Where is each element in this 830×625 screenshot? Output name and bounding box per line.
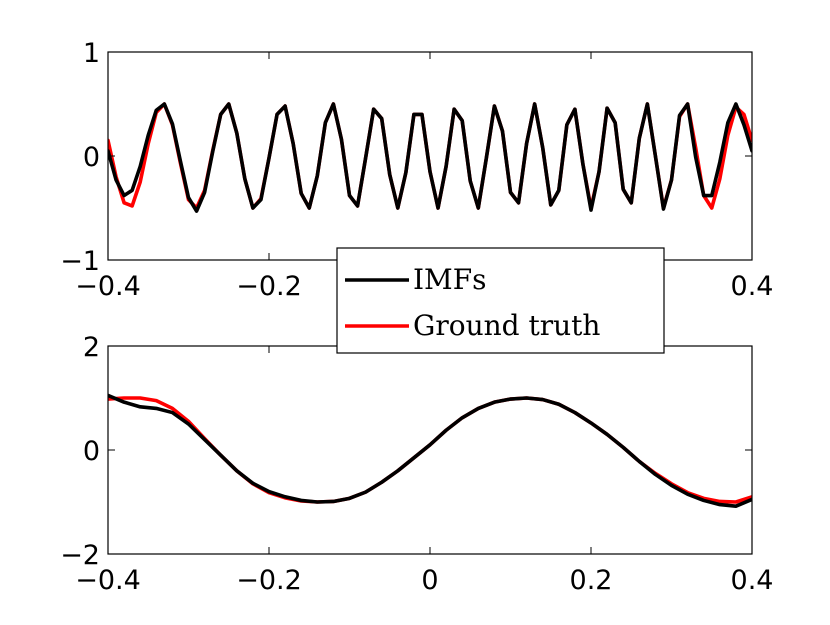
y-tick-label: 0	[83, 142, 100, 173]
y-tick-label: −1	[60, 246, 100, 277]
x-tick-label: 0.4	[731, 271, 774, 302]
x-tick-label: −0.2	[236, 565, 302, 596]
legend-label-ground-truth: Ground truth	[413, 309, 600, 342]
series-line-imfs	[108, 393, 752, 508]
series-line-imfs	[108, 102, 752, 213]
y-tick-label: 0	[83, 436, 100, 467]
x-tick-label: 0.2	[570, 565, 613, 596]
x-tick-label: 0	[421, 565, 438, 596]
legend-box	[336, 247, 665, 354]
x-tick-label: −0.4	[75, 565, 141, 596]
plot-2: −0.4 −0.2 0 0.2 0.4 −2 0 2	[60, 332, 773, 596]
y-tick-label: 2	[83, 332, 100, 363]
legend: IMFs Ground truth	[336, 247, 665, 354]
x-tick-label: −0.2	[236, 271, 302, 302]
legend-label-imfs: IMFs	[413, 263, 487, 296]
y-tick-label: −2	[60, 540, 100, 571]
y-tick-label: 1	[83, 38, 100, 69]
x-tick-label: −0.4	[75, 271, 141, 302]
x-tick-label: 0.4	[731, 565, 774, 596]
